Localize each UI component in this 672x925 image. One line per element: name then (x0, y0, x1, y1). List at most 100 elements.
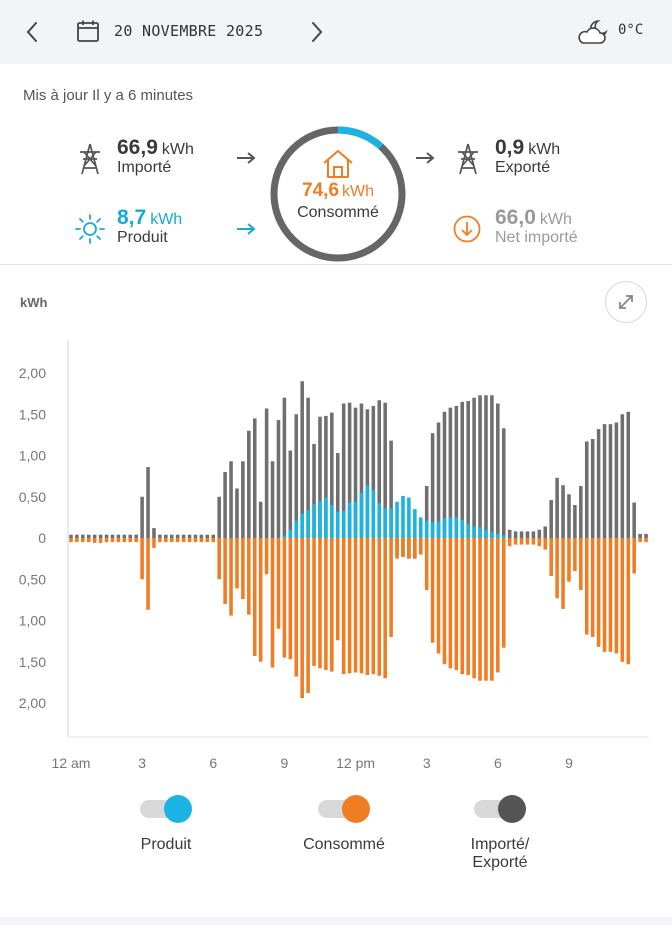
bar-importe-exporte (424, 486, 429, 538)
produced-unit: kWh (150, 211, 183, 228)
bar-produit (347, 502, 352, 538)
bar-importe-exporte (590, 439, 595, 538)
bar-consomme (318, 538, 322, 669)
bar-importe-exporte (626, 411, 631, 538)
bar-consomme (608, 538, 613, 652)
current-date[interactable]: 20 NOVEMBRE 2025 (114, 22, 264, 40)
bar-importe-exporte (341, 403, 346, 538)
bar-importe-exporte (608, 424, 613, 538)
bar-importe-exporte (300, 381, 304, 538)
bar-produit (306, 509, 310, 538)
bar-importe-exporte (211, 534, 216, 538)
produced-label: Produit (117, 229, 168, 246)
bar-consomme (164, 538, 168, 543)
bar-importe-exporte (128, 534, 133, 538)
net-imported-label: Net importé (495, 229, 578, 246)
bar-importe-exporte (140, 496, 144, 538)
bar-importe-exporte (312, 443, 316, 538)
bar-importe-exporte (460, 401, 465, 539)
chart-y-unit: kWh (20, 295, 48, 310)
bar-consomme (561, 538, 565, 609)
bar-produit (478, 527, 482, 538)
bar-importe-exporte (169, 534, 174, 538)
produced-stat: 8,7 kWh Produit (117, 206, 182, 247)
bar-consomme (258, 538, 263, 662)
bar-produit (472, 526, 476, 538)
bar-consomme (116, 538, 121, 543)
bar-importe-exporte (199, 534, 204, 538)
bar-consomme (567, 538, 571, 582)
consomme-toggle[interactable] (316, 795, 372, 823)
bar-consomme (543, 538, 548, 550)
legend-produit[interactable]: Produit (120, 795, 212, 854)
bar-importe-exporte (104, 534, 109, 538)
bar-consomme (413, 538, 417, 559)
chevron-right-icon (312, 22, 323, 42)
bar-consomme (537, 538, 542, 547)
arrow-down-circle-icon (453, 215, 481, 243)
bar-consomme (140, 538, 144, 580)
produit-toggle[interactable] (138, 795, 194, 823)
bar-consomme (513, 538, 518, 545)
expand-chart-button[interactable] (605, 281, 647, 323)
exported-stat: 0,9 kWh Exporté (495, 136, 560, 177)
bar-consomme (365, 538, 370, 675)
bar-importe-exporte (235, 488, 239, 538)
legend-consomme[interactable]: Consommé (277, 795, 411, 854)
bar-importe-exporte (596, 429, 601, 538)
bar-consomme (252, 538, 257, 656)
sun-icon (75, 214, 105, 244)
importe-exporte-toggle[interactable] (472, 795, 528, 823)
bar-consomme (620, 538, 625, 662)
bar-produit (294, 520, 299, 538)
x-tick-label: 3 (423, 755, 431, 771)
bar-consomme (430, 538, 435, 643)
previous-day-button[interactable] (18, 18, 46, 46)
imported-stat: 66,9 kWh Importé (117, 136, 194, 177)
y-tick-label: 0 (38, 530, 46, 546)
bar-produit (460, 519, 465, 538)
imported-unit: kWh (161, 141, 194, 158)
bar-consomme (69, 538, 73, 543)
bar-produit (490, 532, 494, 538)
legend-importe-exporte[interactable]: Importé/Exporté (450, 795, 550, 872)
bar-importe-exporte (81, 534, 85, 538)
bar-consomme (401, 538, 405, 557)
next-day-button[interactable] (303, 18, 331, 46)
calendar-icon[interactable] (76, 19, 100, 43)
bar-consomme (632, 538, 636, 574)
bar-consomme (442, 538, 447, 665)
bar-importe-exporte (507, 529, 512, 538)
bar-importe-exporte (525, 531, 530, 538)
bar-importe-exporte (454, 406, 459, 538)
bar-consomme (324, 538, 328, 670)
bar-consomme (472, 538, 476, 679)
bar-consomme (229, 538, 233, 616)
bar-consomme (377, 538, 382, 676)
toggle-knob (342, 795, 370, 823)
bar-importe-exporte (98, 534, 103, 538)
y-tick-label: 2,00 (19, 365, 46, 381)
bar-produit (300, 513, 304, 538)
bar-consomme (288, 538, 293, 660)
bar-consomme (371, 538, 376, 675)
bar-importe-exporte (193, 534, 198, 538)
bar-importe-exporte (241, 461, 245, 538)
bar-produit (436, 521, 441, 538)
bar-consomme (584, 538, 589, 635)
bar-consomme (235, 538, 239, 589)
bar-consomme (300, 538, 304, 699)
bar-produit (335, 511, 340, 538)
arrow-right-icon (237, 223, 256, 235)
bar-produit (318, 500, 322, 539)
bar-consomme (501, 538, 506, 648)
x-tick-label: 3 (138, 755, 146, 771)
energy-bar-chart[interactable]: 2,00 1,50 1,00 0,50 0 0,50 1,00 1,50 2,00 12 am 3 6… (0, 330, 672, 780)
consumed-value: 74,6 (302, 180, 339, 201)
bar-consomme (353, 538, 358, 673)
bar-consomme (134, 538, 138, 543)
bar-consomme (158, 538, 162, 543)
bar-consomme (92, 538, 97, 543)
bar-importe-exporte (294, 414, 299, 538)
bar-importe-exporte (537, 529, 542, 538)
